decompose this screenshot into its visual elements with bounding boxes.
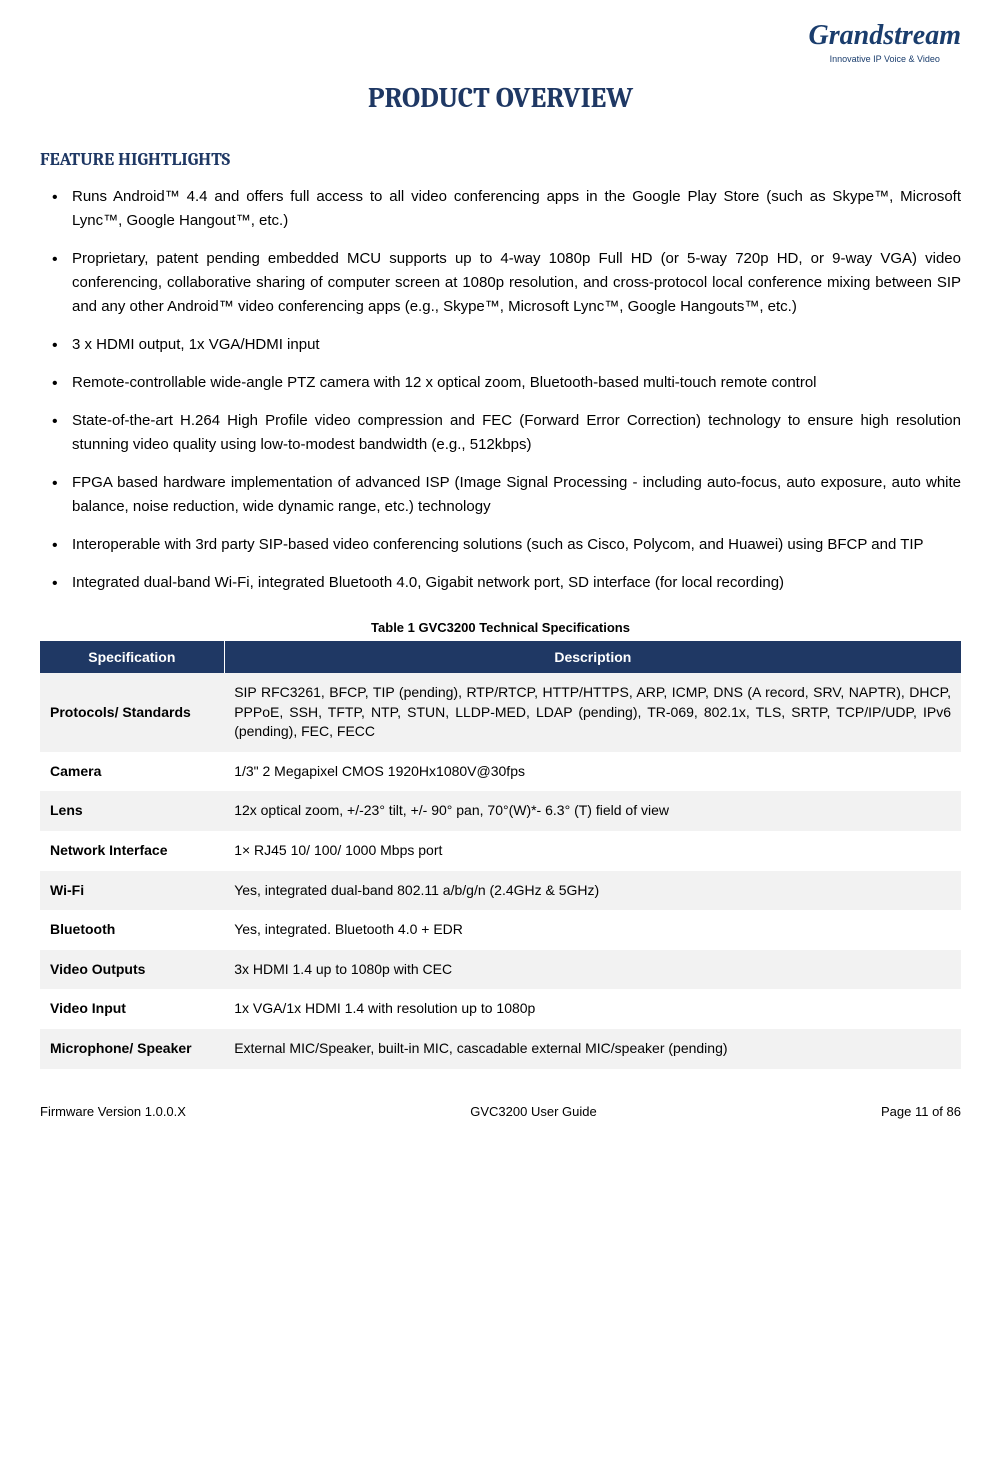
feature-item: Interoperable with 3rd party SIP-based v…	[40, 533, 961, 557]
footer-center: GVC3200 User Guide	[470, 1104, 596, 1119]
spec-cell: Microphone/ Speaker	[40, 1029, 224, 1069]
desc-cell: Yes, integrated dual-band 802.11 a/b/g/n…	[224, 871, 961, 911]
spec-cell: Lens	[40, 791, 224, 831]
feature-item: State-of-the-art H.264 High Profile vide…	[40, 409, 961, 457]
spec-cell: Protocols/ Standards	[40, 673, 224, 752]
page-footer: Firmware Version 1.0.0.X GVC3200 User Gu…	[40, 1104, 961, 1119]
table-caption: Table 1 GVC3200 Technical Specifications	[40, 620, 961, 635]
logo-brand: Grandstream	[809, 20, 961, 52]
logo: Grandstream Innovative IP Voice & Video	[809, 20, 961, 64]
logo-tagline: Innovative IP Voice & Video	[809, 54, 961, 64]
feature-list: Runs Android™ 4.4 and offers full access…	[40, 185, 961, 595]
spec-cell: Bluetooth	[40, 910, 224, 950]
feature-item: Proprietary, patent pending embedded MCU…	[40, 247, 961, 319]
header-spec: Specification	[40, 641, 224, 673]
table-row: Camera 1/3" 2 Megapixel CMOS 1920Hx1080V…	[40, 752, 961, 792]
footer-right: Page 11 of 86	[881, 1104, 961, 1119]
footer-left: Firmware Version 1.0.0.X	[40, 1104, 186, 1119]
desc-cell: External MIC/Speaker, built-in MIC, casc…	[224, 1029, 961, 1069]
desc-cell: SIP RFC3261, BFCP, TIP (pending), RTP/RT…	[224, 673, 961, 752]
feature-item: 3 x HDMI output, 1x VGA/HDMI input	[40, 333, 961, 357]
spec-cell: Video Outputs	[40, 950, 224, 990]
page-title: PRODUCT OVERVIEW	[40, 82, 961, 114]
feature-item: Remote-controllable wide-angle PTZ camer…	[40, 371, 961, 395]
desc-cell: 1x VGA/1x HDMI 1.4 with resolution up to…	[224, 989, 961, 1029]
desc-cell: 1/3" 2 Megapixel CMOS 1920Hx1080V@30fps	[224, 752, 961, 792]
feature-item: Runs Android™ 4.4 and offers full access…	[40, 185, 961, 233]
table-row: Video Input 1x VGA/1x HDMI 1.4 with reso…	[40, 989, 961, 1029]
feature-item: FPGA based hardware implementation of ad…	[40, 471, 961, 519]
table-row: Protocols/ Standards SIP RFC3261, BFCP, …	[40, 673, 961, 752]
desc-cell: 12x optical zoom, +/-23° tilt, +/- 90° p…	[224, 791, 961, 831]
feature-item: Integrated dual-band Wi-Fi, integrated B…	[40, 571, 961, 595]
spec-cell: Video Input	[40, 989, 224, 1029]
spec-cell: Wi-Fi	[40, 871, 224, 911]
table-header-row: Specification Description	[40, 641, 961, 673]
header-desc: Description	[224, 641, 961, 673]
spec-table: Specification Description Protocols/ Sta…	[40, 641, 961, 1069]
table-row: Wi-Fi Yes, integrated dual-band 802.11 a…	[40, 871, 961, 911]
table-row: Bluetooth Yes, integrated. Bluetooth 4.0…	[40, 910, 961, 950]
table-row: Lens 12x optical zoom, +/-23° tilt, +/- …	[40, 791, 961, 831]
desc-cell: 1× RJ45 10/ 100/ 1000 Mbps port	[224, 831, 961, 871]
table-row: Microphone/ Speaker External MIC/Speaker…	[40, 1029, 961, 1069]
desc-cell: 3x HDMI 1.4 up to 1080p with CEC	[224, 950, 961, 990]
table-row: Video Outputs 3x HDMI 1.4 up to 1080p wi…	[40, 950, 961, 990]
desc-cell: Yes, integrated. Bluetooth 4.0 + EDR	[224, 910, 961, 950]
table-row: Network Interface 1× RJ45 10/ 100/ 1000 …	[40, 831, 961, 871]
section-heading: FEATURE HIGHTLIGHTS	[40, 149, 961, 170]
logo-area: Grandstream Innovative IP Voice & Video	[40, 20, 961, 67]
spec-cell: Network Interface	[40, 831, 224, 871]
spec-cell: Camera	[40, 752, 224, 792]
